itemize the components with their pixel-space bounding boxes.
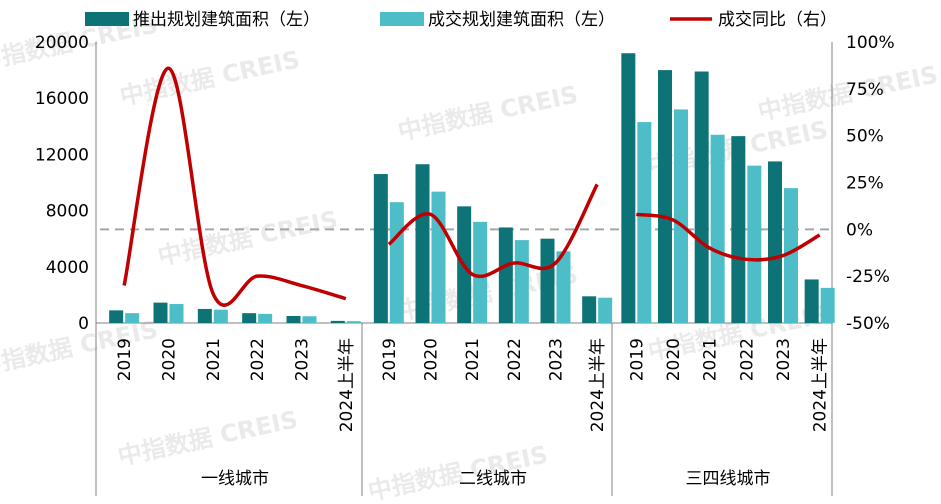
bar-deal xyxy=(431,191,446,323)
bar-launch xyxy=(804,279,819,323)
watermark-text: 中指数据 CREIS xyxy=(155,205,340,270)
bar-deal xyxy=(514,240,529,323)
ratio-lines xyxy=(122,66,821,307)
x-tick-label: 2024上半年 xyxy=(811,338,831,432)
x-tick-label: 2020 xyxy=(160,338,180,381)
right-tick-label: 75% xyxy=(846,80,884,100)
right-tick-label: 100% xyxy=(846,33,895,53)
x-tick-label: 2020 xyxy=(664,338,684,381)
bars xyxy=(109,53,835,324)
right-tick-label: -25% xyxy=(846,267,890,287)
legend-swatch-deal xyxy=(380,12,424,26)
bar-deal xyxy=(169,304,184,323)
bar-launch xyxy=(498,227,513,323)
group-label: 三四线城市 xyxy=(686,469,771,489)
bar-launch xyxy=(768,161,782,323)
left-tick-label: 4000 xyxy=(46,258,89,278)
legend-label-launch: 推出规划建筑面积（左） xyxy=(133,10,320,30)
bar-launch xyxy=(540,238,555,323)
bar-launch xyxy=(415,164,430,323)
x-tick-label: 2020 xyxy=(422,338,442,381)
bar-launch xyxy=(330,320,345,323)
legend: 推出规划建筑面积（左） 成交规划建筑面积（左） 成交同比（右） xyxy=(85,10,837,30)
bar-deal xyxy=(473,221,488,323)
group-label: 一线城市 xyxy=(201,469,269,489)
legend-swatch-launch xyxy=(85,12,129,26)
bar-launch xyxy=(286,315,301,323)
watermark-text: 中指数据 CREIS xyxy=(117,45,302,110)
right-tick-label: 0% xyxy=(846,220,873,240)
x-tick-label: 2021 xyxy=(463,338,483,381)
bar-deal xyxy=(637,122,652,324)
bar-deal xyxy=(747,165,762,323)
x-tick-label: 2019 xyxy=(380,338,400,381)
left-tick-label: 20000 xyxy=(35,33,89,53)
bar-deal xyxy=(125,313,140,323)
bar-launch xyxy=(694,71,709,323)
bar-deal xyxy=(710,134,725,323)
bar-launch xyxy=(373,174,388,323)
bar-deal xyxy=(389,202,404,323)
ratio-line-3 xyxy=(636,212,821,262)
bar-deal xyxy=(598,297,613,323)
bar-launch xyxy=(109,310,124,323)
bar-launch xyxy=(658,70,672,323)
x-tick-label: 2023 xyxy=(774,338,794,381)
watermark-text: 中指数据 CREIS xyxy=(115,405,300,470)
x-tick-label: 2021 xyxy=(204,338,224,381)
bar-deal xyxy=(820,287,835,323)
bar-deal xyxy=(213,309,228,323)
right-tick-label: 25% xyxy=(846,174,884,194)
x-tick-label: 2022 xyxy=(737,338,757,381)
legend-label-deal: 成交规划建筑面积（左） xyxy=(428,10,615,30)
x-tick-label: 2022 xyxy=(248,338,268,381)
left-tick-label: 0 xyxy=(78,314,89,334)
x-tick-label: 2019 xyxy=(115,338,135,381)
x-tick-label: 2024上半年 xyxy=(588,338,608,432)
bar-launch xyxy=(242,313,257,323)
ratio-line-2 xyxy=(387,183,599,278)
bar-launch xyxy=(731,136,746,323)
legend-label-ratio: 成交同比（右） xyxy=(718,10,837,30)
bar-deal xyxy=(346,321,361,323)
x-tick-label: 2023 xyxy=(293,338,313,381)
watermark-text: 中指数据 CREIS xyxy=(395,80,580,145)
right-tick-label: -50% xyxy=(846,314,890,334)
right-tick-label: 50% xyxy=(846,127,884,147)
bar-deal xyxy=(302,316,317,323)
x-tick-label: 2019 xyxy=(627,338,647,381)
left-tick-label: 8000 xyxy=(46,202,89,222)
x-tick-label: 2024上半年 xyxy=(337,338,357,432)
bar-launch xyxy=(153,302,168,323)
bar-deal xyxy=(784,188,798,323)
x-tick-label: 2022 xyxy=(505,338,525,381)
left-tick-label: 12000 xyxy=(35,145,89,165)
bar-launch xyxy=(582,296,597,323)
bar-deal xyxy=(258,313,273,323)
bar-deal xyxy=(674,109,688,323)
left-tick-label: 16000 xyxy=(35,89,89,109)
group-label: 二线城市 xyxy=(459,469,527,489)
x-tick-label: 2021 xyxy=(701,338,721,381)
x-tick-label: 2023 xyxy=(547,338,567,381)
ratio-line-1 xyxy=(122,66,347,307)
bar-launch xyxy=(621,53,636,324)
bar-launch xyxy=(197,308,212,323)
bar-deal xyxy=(556,251,571,323)
